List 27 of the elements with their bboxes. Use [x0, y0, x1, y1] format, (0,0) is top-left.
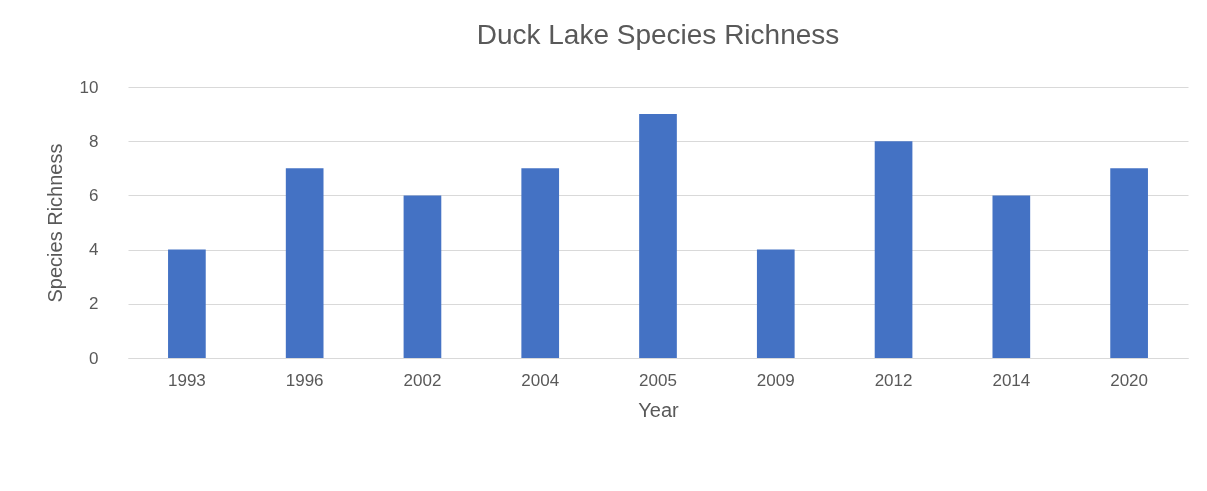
bar	[403, 195, 442, 358]
bar	[639, 114, 677, 358]
x-axis-title: Year	[638, 398, 680, 421]
chart-title: Duck Lake Species Richness	[476, 19, 840, 50]
bar	[874, 141, 913, 358]
x-tick-label: 2002	[403, 370, 442, 390]
y-tick-label: 0	[89, 348, 99, 368]
x-tick-label: 2014	[992, 370, 1031, 390]
x-tick-label: 1996	[285, 370, 324, 390]
x-tick-label: 2020	[1110, 370, 1149, 390]
y-tick-label: 8	[89, 131, 99, 151]
y-tick-label: 4	[89, 240, 99, 260]
bar	[756, 249, 795, 358]
bar	[168, 249, 206, 358]
y-tick-label: 2	[89, 294, 99, 314]
y-axis-title: Species Richness	[43, 143, 66, 303]
bar	[521, 168, 560, 358]
x-tick-label: 1993	[167, 370, 206, 390]
x-tick-label: 2005	[639, 370, 677, 390]
y-tick-label: 10	[79, 77, 99, 97]
bar	[1110, 168, 1148, 358]
x-tick-label: 2012	[874, 370, 913, 390]
bar	[992, 195, 1031, 358]
x-tick-label: 2004	[521, 370, 560, 390]
x-tick-label: 2009	[756, 370, 795, 390]
bar	[285, 168, 324, 358]
y-tick-label: 6	[89, 185, 99, 205]
